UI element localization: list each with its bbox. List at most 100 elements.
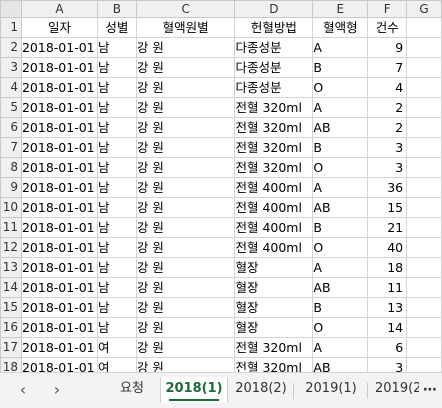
cell-count[interactable]: 13: [367, 297, 408, 318]
cell-count[interactable]: 7: [367, 57, 408, 78]
cell-date[interactable]: 2018-01-01: [20, 197, 98, 218]
cell-date[interactable]: 2018-01-01: [20, 277, 98, 298]
row-header[interactable]: 15: [0, 297, 22, 318]
cell[interactable]: [406, 357, 442, 372]
cell-sex[interactable]: 남: [96, 137, 137, 158]
cell-date[interactable]: 2018-01-01: [20, 137, 98, 158]
cell-blood-type[interactable]: AB: [312, 117, 369, 138]
row-header[interactable]: 16: [0, 317, 22, 338]
cell-blood-type[interactable]: A: [312, 177, 369, 198]
cell-count[interactable]: 15: [367, 197, 408, 218]
cell-header-date[interactable]: 일자: [20, 17, 98, 38]
cell-hospital[interactable]: 강 원: [135, 157, 236, 178]
column-header-e[interactable]: E: [312, 0, 369, 18]
cell-count[interactable]: 4: [367, 77, 408, 98]
cell-hospital[interactable]: 강 원: [135, 57, 236, 78]
cell-header-hospital[interactable]: 혈액원별: [135, 17, 236, 38]
column-header-c[interactable]: C: [135, 0, 236, 18]
cell-count[interactable]: 6: [367, 337, 408, 358]
cell[interactable]: [406, 37, 442, 58]
cell-date[interactable]: 2018-01-01: [20, 57, 98, 78]
cell-count[interactable]: 2: [367, 117, 408, 138]
cell-method[interactable]: 혈장: [234, 317, 314, 338]
cell-sex[interactable]: 남: [96, 217, 137, 238]
cell[interactable]: [406, 197, 442, 218]
cell-hospital[interactable]: 강 원: [135, 137, 236, 158]
cell-blood-type[interactable]: B: [312, 217, 369, 238]
cell-method[interactable]: 전혈 400ml: [234, 217, 314, 238]
cell-sex[interactable]: 남: [96, 57, 137, 78]
cell-method[interactable]: 전혈 320ml: [234, 137, 314, 158]
cell[interactable]: [406, 277, 442, 298]
cell-date[interactable]: 2018-01-01: [20, 117, 98, 138]
column-header-d[interactable]: D: [234, 0, 314, 18]
sheet-tab-2019-1[interactable]: 2019(1): [305, 381, 357, 396]
cell-method[interactable]: 혈장: [234, 257, 314, 278]
cell-date[interactable]: 2018-01-01: [20, 257, 98, 278]
cell-sex[interactable]: 여: [96, 337, 137, 358]
cell-blood-type[interactable]: AB: [312, 357, 369, 372]
sheet-tab-request[interactable]: 요청: [120, 381, 144, 396]
cell[interactable]: [406, 297, 442, 318]
cell-sex[interactable]: 여: [96, 357, 137, 372]
cell-hospital[interactable]: 강 원: [135, 97, 236, 118]
cell-date[interactable]: 2018-01-01: [20, 177, 98, 198]
cell-method[interactable]: 다종성분: [234, 77, 314, 98]
row-header[interactable]: 13: [0, 257, 22, 278]
chevron-right-icon[interactable]: ›: [53, 380, 61, 399]
cell-count[interactable]: 3: [367, 157, 408, 178]
cell-count[interactable]: 18: [367, 257, 408, 278]
cell[interactable]: [406, 257, 442, 278]
cell-count[interactable]: 3: [367, 137, 408, 158]
cell-count[interactable]: 36: [367, 177, 408, 198]
cell-hospital[interactable]: 강 원: [135, 357, 236, 372]
cell-blood-type[interactable]: O: [312, 317, 369, 338]
cell-sex[interactable]: 남: [96, 277, 137, 298]
cell-date[interactable]: 2018-01-01: [20, 217, 98, 238]
cell-blood-type[interactable]: O: [312, 77, 369, 98]
cell-sex[interactable]: 남: [96, 117, 137, 138]
row-header[interactable]: 6: [0, 117, 22, 138]
cell-hospital[interactable]: 강 원: [135, 337, 236, 358]
cell-blood-type[interactable]: O: [312, 237, 369, 258]
cell-blood-type[interactable]: B: [312, 57, 369, 78]
cell-hospital[interactable]: 강 원: [135, 277, 236, 298]
row-header[interactable]: 3: [0, 57, 22, 78]
cell-count[interactable]: 21: [367, 217, 408, 238]
cell-sex[interactable]: 남: [96, 257, 137, 278]
cell-hospital[interactable]: 강 원: [135, 177, 236, 198]
cell-date[interactable]: 2018-01-01: [20, 297, 98, 318]
cell-count[interactable]: 9: [367, 37, 408, 58]
cell-method[interactable]: 전혈 400ml: [234, 237, 314, 258]
cell-header-count[interactable]: 건수: [367, 17, 408, 38]
cell-count[interactable]: 40: [367, 237, 408, 258]
cell-hospital[interactable]: 강 원: [135, 77, 236, 98]
cell-count[interactable]: 3: [367, 357, 408, 372]
cell-date[interactable]: 2018-01-01: [20, 237, 98, 258]
cell-sex[interactable]: 남: [96, 37, 137, 58]
cell-hospital[interactable]: 강 원: [135, 197, 236, 218]
cell-method[interactable]: 전혈 320ml: [234, 337, 314, 358]
cell-date[interactable]: 2018-01-01: [20, 97, 98, 118]
row-header[interactable]: 9: [0, 177, 22, 198]
column-header-f[interactable]: F: [367, 0, 408, 18]
cell-sex[interactable]: 남: [96, 237, 137, 258]
row-header[interactable]: 12: [0, 237, 22, 258]
cell-blood-type[interactable]: AB: [312, 277, 369, 298]
cell-count[interactable]: 2: [367, 97, 408, 118]
row-header[interactable]: 17: [0, 337, 22, 358]
cell-sex[interactable]: 남: [96, 297, 137, 318]
column-header-g[interactable]: G: [406, 0, 442, 18]
cell-sex[interactable]: 남: [96, 197, 137, 218]
cell-method[interactable]: 전혈 400ml: [234, 197, 314, 218]
cell-method[interactable]: 전혈 400ml: [234, 177, 314, 198]
sheet-tab-2018-2[interactable]: 2018(2): [235, 381, 287, 396]
cell-hospital[interactable]: 강 원: [135, 237, 236, 258]
cell-sex[interactable]: 남: [96, 77, 137, 98]
cell-method[interactable]: 다종성분: [234, 37, 314, 58]
cell[interactable]: [406, 57, 442, 78]
chevron-left-icon[interactable]: ‹: [19, 380, 27, 399]
cell[interactable]: [406, 237, 442, 258]
cell-header-method[interactable]: 헌혈방법: [234, 17, 314, 38]
cell-blood-type[interactable]: A: [312, 337, 369, 358]
